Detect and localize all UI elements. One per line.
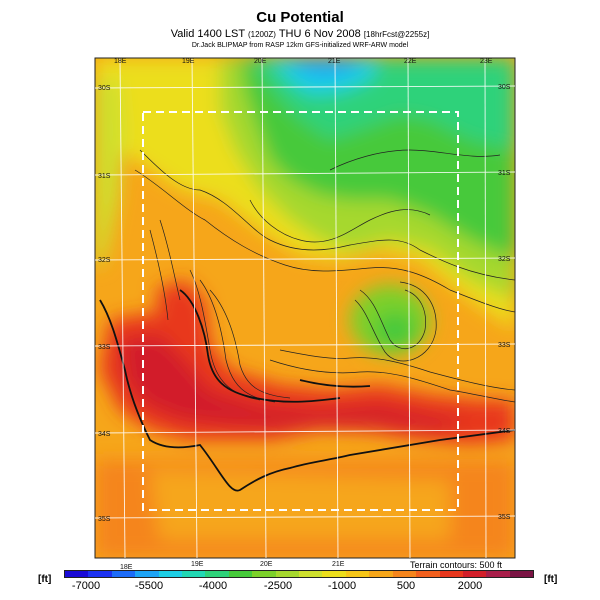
bottom-lon-label-20e: 20E	[260, 561, 273, 568]
right-lat-label-33s: 33S	[498, 342, 511, 349]
colorbar-swatch	[462, 571, 487, 577]
colorbar-swatch	[252, 571, 276, 577]
colorbar-swatch	[228, 571, 253, 577]
coastline	[99, 289, 515, 492]
colorbar-swatch	[275, 571, 300, 577]
left-lat-label-34s: 34S	[98, 431, 111, 438]
colorbar-label: -4000	[198, 580, 228, 592]
colorbar-swatch	[299, 571, 323, 577]
colorbar-swatch	[111, 571, 136, 577]
right-lat-label-31s: 31S	[498, 170, 511, 177]
colorbar-label: -2500	[263, 580, 293, 592]
right-lat-label-32s: 32S	[498, 256, 511, 263]
map-title: Cu Potential	[256, 9, 344, 26]
valid-date: THU 6 Nov 2008	[278, 28, 361, 40]
colorbar-label: -5500	[134, 580, 164, 592]
right-lat-label-35s: 35S	[498, 514, 511, 521]
colorbar-label: -1000	[327, 580, 357, 592]
colorbar-label: 2000	[457, 580, 483, 592]
bottom-lon-label-18e: 18E	[120, 564, 133, 571]
colorbar-swatch	[135, 571, 159, 577]
colorbar-swatch	[416, 571, 440, 577]
left-lat-label-33s: 33S	[98, 344, 111, 351]
valid-time-subtitle: Valid 1400 LST (1200Z) THU 6 Nov 2008 [1…	[0, 28, 600, 40]
terrain-contour-note: Terrain contours: 500 ft	[409, 560, 502, 570]
top-lon-label-18e: 18E	[114, 58, 127, 65]
left-lat-label-32s: 32S	[98, 257, 111, 264]
forecast-info: [18hrFcst@2255z]	[363, 30, 430, 39]
left-lat-label-31s: 31S	[98, 173, 111, 180]
top-lon-label-19e: 19E	[182, 58, 195, 65]
right-lat-label-34s: 34S	[498, 428, 511, 435]
colorbar-swatch	[182, 571, 206, 577]
left-lat-label-30s: 30S	[98, 85, 111, 92]
run-time: (1200Z)	[247, 30, 276, 39]
top-lon-label-23e: 23E	[480, 58, 493, 65]
colorbar-swatch	[65, 571, 89, 577]
colorbar-swatch	[439, 571, 463, 577]
colorbar-swatch	[486, 571, 510, 577]
inner-domain-boundary	[142, 111, 459, 511]
colorbar-swatch	[322, 571, 346, 577]
colorbar-swatch	[158, 571, 183, 577]
colorbar-label: 500	[396, 580, 416, 592]
cu-potential-field	[95, 58, 515, 558]
colorbar-unit-left: [ft]	[38, 574, 52, 585]
top-lon-label-21e: 21E	[328, 58, 341, 65]
graticule	[94, 57, 516, 559]
bottom-lon-label-21e: 21E	[332, 561, 345, 568]
colorbar-swatch	[205, 571, 229, 577]
right-lat-label-30s: 30S	[498, 84, 511, 91]
top-lon-label-22e: 22E	[404, 58, 417, 65]
colorbar-swatch	[88, 571, 112, 577]
colorbar-label: -7000	[71, 580, 101, 592]
colorbar-unit-right: [ft]	[544, 574, 558, 585]
model-description: Dr.Jack BLIPMAP from RASP 12km GFS-initi…	[191, 42, 409, 49]
colorbar-swatch	[345, 571, 370, 577]
colorbar-swatch	[392, 571, 417, 577]
map-frame	[94, 57, 516, 559]
bottom-lon-label-19e: 19E	[191, 561, 204, 568]
left-lat-label-35s: 35S	[98, 516, 111, 523]
colorbar	[64, 570, 534, 578]
colorbar-swatch	[509, 571, 534, 577]
colorbar-swatch	[369, 571, 393, 577]
top-lon-label-20e: 20E	[254, 58, 267, 65]
valid-time: Valid 1400 LST	[170, 28, 245, 40]
